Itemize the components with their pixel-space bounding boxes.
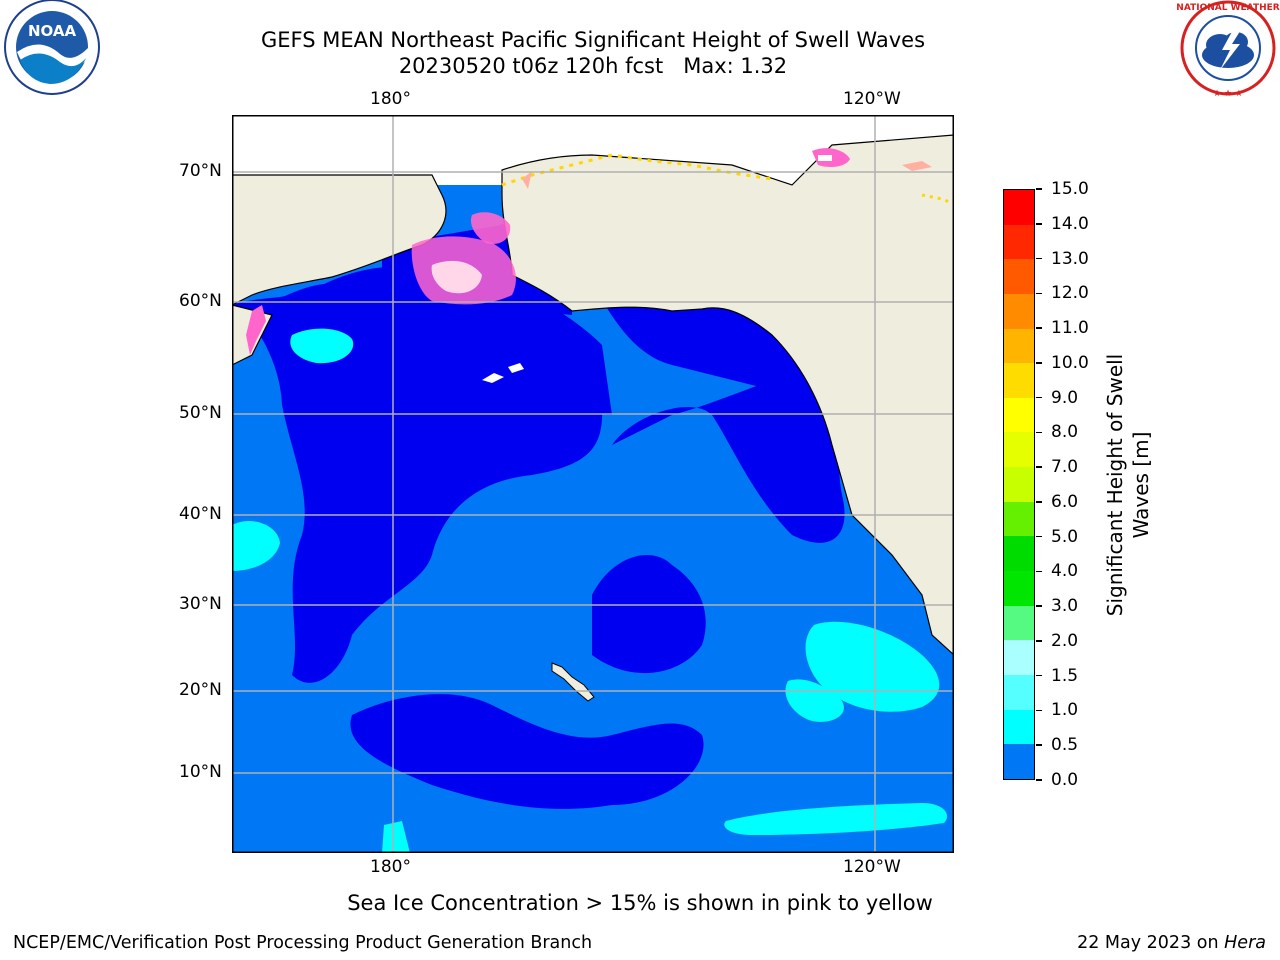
sea-ice-note: Sea Ice Concentration > 15% is shown in …	[347, 891, 933, 915]
colorbar-tick-label: 10.0	[1051, 352, 1089, 373]
colorbar-segment	[1004, 536, 1034, 572]
colorbar-tick-mark	[1036, 535, 1042, 538]
footer-date-text: 22 May 2023 on	[1077, 933, 1225, 953]
chart-subtitle: 20230520 t06z 120h fcst Max: 1.32	[398, 54, 788, 78]
colorbar-tick-mark	[1036, 466, 1042, 468]
colorbar-segment	[1004, 293, 1034, 329]
graticule	[232, 115, 954, 853]
lon-label-180-top: 180°	[370, 89, 411, 109]
colorbar-tick-mark	[1036, 431, 1042, 434]
lon-label-120w-bottom: 120°W	[843, 857, 901, 877]
swell-height-map	[232, 115, 954, 853]
colorbar-tick-mark	[1036, 501, 1042, 503]
nws-logo: NATIONAL WEATHER ★ ★ ★	[1176, 0, 1280, 100]
colorbar-tick-label: 15.0	[1051, 179, 1089, 199]
colorbar-segment	[1004, 605, 1034, 641]
colorbar-tick-label: 13.0	[1051, 248, 1089, 269]
colorbar-label-line2: Waves [m]	[1129, 431, 1153, 539]
colorbar-segment	[1004, 744, 1034, 779]
colorbar-tick-mark	[1036, 605, 1042, 607]
colorbar-ticks: 15.0 14.0 13.0 12.0 11.0 10.0 9.0 8.0 7.0 6.0 5.0 4…	[1036, 179, 1116, 790]
colorbar-tick-label: 1.0	[1051, 700, 1079, 721]
colorbar-segment	[1004, 571, 1034, 606]
colorbar-label-line1: Significant Height of Swell	[1103, 353, 1127, 617]
colorbar-tick-mark	[1036, 674, 1042, 677]
svg-text:NOAA: NOAA	[28, 22, 77, 40]
colorbar-tick-label: 5.0	[1051, 526, 1079, 547]
lat-label-30n: 30°N	[179, 594, 222, 614]
colorbar-segment	[1004, 709, 1034, 745]
colorbar-tick-label: 2.0	[1051, 630, 1079, 651]
colorbar-segment	[1004, 328, 1034, 364]
colorbar-tick-label: 0.0	[1051, 770, 1079, 790]
colorbar-tick-mark	[1036, 570, 1042, 573]
lon-label-180-bottom: 180°	[370, 857, 411, 877]
colorbar-tick-label: 14.0	[1051, 213, 1089, 234]
colorbar-tick-label: 7.0	[1051, 457, 1079, 478]
colorbar-tick-mark	[1036, 744, 1042, 746]
colorbar-tick-mark	[1036, 327, 1042, 329]
low-swell-region	[242, 283, 603, 683]
colorbar-tick-label: 6.0	[1051, 491, 1079, 512]
colorbar-segment	[1004, 432, 1034, 468]
colorbar-tick-label: 9.0	[1051, 387, 1079, 408]
colorbar-segment	[1004, 674, 1034, 710]
svg-text:NATIONAL WEATHER: NATIONAL WEATHER	[1176, 3, 1279, 13]
lat-label-70n: 70°N	[179, 161, 222, 181]
colorbar-tick-mark	[1036, 257, 1042, 260]
colorbar-segment	[1004, 259, 1034, 294]
lat-label-10n: 10°N	[179, 762, 222, 782]
lat-label-50n: 50°N	[179, 403, 222, 423]
lat-label-60n: 60°N	[179, 291, 222, 311]
swell-1-1.5-region	[290, 328, 354, 364]
colorbar-tick-label: 0.5	[1051, 735, 1079, 756]
colorbar-segment	[1004, 501, 1034, 537]
colorbar-tick-mark	[1036, 292, 1042, 295]
colorbar-segment	[1004, 640, 1034, 675]
colorbar	[1003, 189, 1035, 780]
colorbar-tick-label: 8.0	[1051, 422, 1079, 443]
colorbar-label: Significant Height of Swell Waves [m]	[1102, 354, 1154, 616]
colorbar-tick-mark	[1036, 223, 1042, 225]
colorbar-tick-mark	[1036, 779, 1042, 781]
colorbar-tick-mark	[1036, 396, 1042, 399]
chart-title: GEFS MEAN Northeast Pacific Significant …	[260, 28, 926, 52]
colorbar-tick-mark	[1036, 709, 1042, 712]
colorbar-segment	[1004, 363, 1034, 398]
footer-date: 22 May 2023 on Hera	[1077, 933, 1266, 953]
lat-label-40n: 40°N	[179, 504, 222, 524]
colorbar-segment	[1004, 224, 1034, 260]
colorbar-tick-mark	[1036, 188, 1042, 190]
colorbar-tick-label: 4.0	[1051, 561, 1079, 582]
svg-text:★ ★ ★: ★ ★ ★	[1213, 89, 1243, 99]
noaa-logo: NOAA	[0, 0, 106, 100]
colorbar-tick-label: 12.0	[1051, 283, 1089, 304]
colorbar-tick-mark	[1036, 640, 1042, 642]
colorbar-tick-label: 11.0	[1051, 318, 1089, 339]
colorbar-tick-label: 3.0	[1051, 596, 1079, 617]
colorbar-tick-mark	[1036, 362, 1042, 364]
lon-label-120w-top: 120°W	[843, 89, 901, 109]
colorbar-tick-label: 1.5	[1051, 665, 1079, 686]
footer-host: Hera	[1224, 933, 1266, 953]
colorbar-segment	[1004, 190, 1034, 225]
colorbar-segment	[1004, 467, 1034, 502]
footer-credit: NCEP/EMC/Verification Post Processing Pr…	[13, 933, 593, 953]
colorbar-segment	[1004, 397, 1034, 433]
lat-label-20n: 20°N	[179, 680, 222, 700]
